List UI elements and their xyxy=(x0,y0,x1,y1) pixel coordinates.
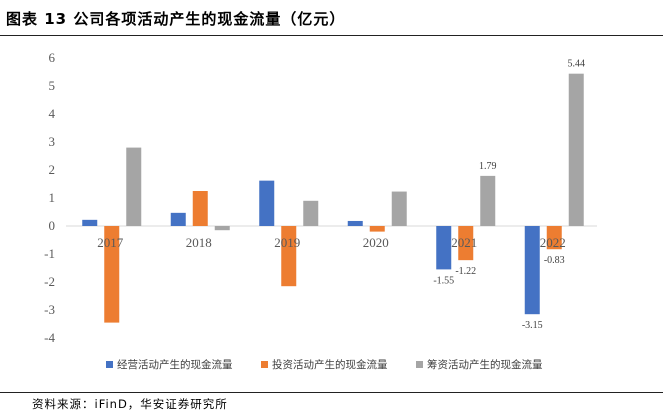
bar-2019-series-3 xyxy=(303,200,319,226)
bar-2017-series-1 xyxy=(82,219,98,226)
x-tick-label: 2018 xyxy=(186,235,212,250)
bar-2022-series-1 xyxy=(524,226,540,315)
y-tick-label: 3 xyxy=(49,134,56,149)
bar-2021-series-3 xyxy=(480,175,496,226)
bar-2020-series-1 xyxy=(347,220,363,226)
x-tick-label: 2022 xyxy=(540,235,566,250)
y-tick-label: 2 xyxy=(49,162,56,177)
data-label: 5.44 xyxy=(568,59,586,70)
bar-2017-series-2 xyxy=(104,226,120,323)
source-note: 资料来源：iFinD，华安证券研究所 xyxy=(32,397,228,411)
x-tick-label: 2019 xyxy=(274,235,300,250)
data-label: 1.79 xyxy=(479,161,497,172)
bar-2019-series-1 xyxy=(259,180,275,226)
x-tick-label: 2020 xyxy=(363,235,389,250)
x-tick-label: 2021 xyxy=(451,235,477,250)
y-tick-label: 4 xyxy=(49,106,56,121)
y-tick-label: -3 xyxy=(44,302,55,317)
legend-swatch xyxy=(416,361,423,368)
data-label: -1.22 xyxy=(455,266,476,277)
y-tick-label: 5 xyxy=(49,78,56,93)
y-tick-label: 0 xyxy=(49,218,56,233)
x-tick-label: 2017 xyxy=(97,235,124,250)
legend-swatch xyxy=(106,361,113,368)
data-label: -1.55 xyxy=(433,275,454,286)
y-tick-label: -2 xyxy=(44,274,55,289)
bar-2018-series-1 xyxy=(170,212,186,226)
legend-label: 投资活动产生的现金流量 xyxy=(272,358,388,371)
bar-2021-series-1 xyxy=(436,226,452,270)
bar-2020-series-3 xyxy=(391,191,407,226)
cash-flow-bar-chart: 6 5 4 3 2 1 0 -1 -2 -3 -4 2017 2018 2019 2020 2021 2022 -… xyxy=(44,50,597,371)
legend-label: 经营活动产生的现金流量 xyxy=(117,358,233,371)
data-label: -0.83 xyxy=(544,255,565,266)
y-tick-label: 1 xyxy=(49,190,56,205)
figure-title: 图表 13 公司各项活动产生的现金流量（亿元） xyxy=(6,10,346,28)
source-divider xyxy=(0,392,663,393)
y-tick-label: 6 xyxy=(49,50,56,65)
legend-swatch xyxy=(261,361,268,368)
bar-2022-series-2 xyxy=(546,226,562,250)
data-label: -3.15 xyxy=(522,320,543,331)
bar-2017-series-3 xyxy=(126,147,142,226)
y-tick-label: -1 xyxy=(44,246,55,261)
bar-2020-series-2 xyxy=(369,226,385,232)
bar-2019-series-2 xyxy=(281,226,297,287)
y-tick-label: -4 xyxy=(44,330,55,345)
legend-label: 筹资活动产生的现金流量 xyxy=(427,358,543,371)
bar-2021-series-2 xyxy=(458,226,474,261)
bar-2018-series-3 xyxy=(214,226,230,231)
title-divider xyxy=(0,35,663,36)
bar-2018-series-2 xyxy=(192,191,208,226)
bar-2022-series-3 xyxy=(568,73,584,227)
